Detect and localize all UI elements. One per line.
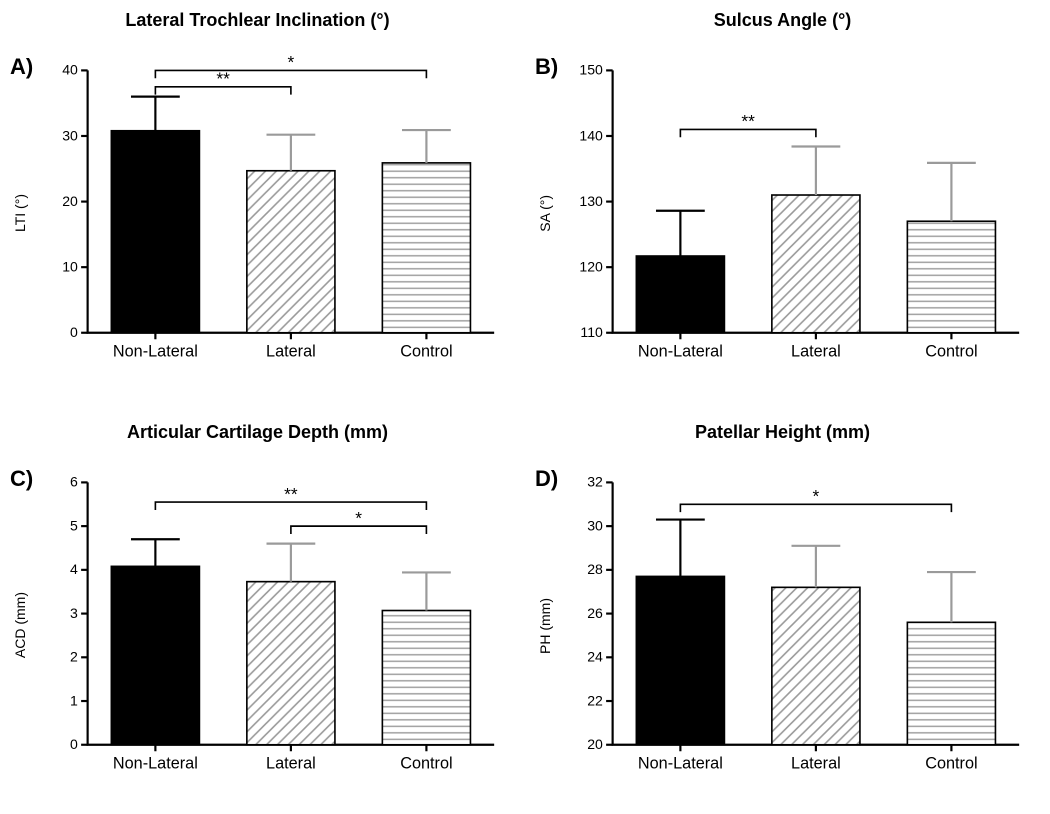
svg-text:4: 4 [70, 561, 78, 577]
bar [636, 256, 724, 333]
chart-svg: 20 22 24 26 28 30 32 Non-Lateral Lateral Control * [553, 447, 1030, 804]
svg-text:**: ** [284, 484, 298, 504]
chart-svg: 0123456Non-LateralLateralControl*** [28, 447, 505, 804]
bar [907, 622, 995, 744]
bar [111, 131, 199, 333]
svg-text:20: 20 [587, 736, 603, 752]
svg-text:22: 22 [587, 692, 603, 708]
svg-text:0: 0 [70, 324, 78, 340]
panel-letter: C) [10, 466, 33, 492]
svg-text:24: 24 [587, 649, 603, 665]
svg-text:Control: Control [400, 755, 452, 773]
svg-text:*: * [813, 486, 820, 506]
panel-B: B) Sulcus Angle (°) SA (°) 110 120 130 140 150 N… [535, 10, 1030, 392]
bar [111, 566, 199, 744]
svg-text:1: 1 [70, 692, 78, 708]
y-axis-label: ACD (mm) [10, 592, 28, 658]
bar [382, 611, 470, 745]
y-axis-label: PH (mm) [535, 598, 553, 654]
y-axis-label: SA (°) [535, 195, 553, 232]
bar [772, 195, 860, 333]
svg-text:0: 0 [70, 736, 78, 752]
plot-title: Patellar Height (mm) [695, 422, 870, 443]
bar [636, 576, 724, 744]
svg-text:Non-Lateral: Non-Lateral [638, 343, 723, 361]
svg-text:28: 28 [587, 561, 603, 577]
bar [247, 171, 335, 333]
y-axis-label: LTI (°) [10, 194, 28, 232]
svg-text:*: * [288, 52, 295, 72]
svg-text:110: 110 [580, 324, 603, 340]
svg-text:Control: Control [925, 343, 977, 361]
svg-text:Lateral: Lateral [791, 755, 841, 773]
svg-text:120: 120 [579, 258, 603, 274]
svg-text:*: * [355, 508, 362, 528]
svg-text:Non-Lateral: Non-Lateral [638, 755, 723, 773]
svg-text:3: 3 [70, 605, 78, 621]
plot-title: Lateral Trochlear Inclination (°) [125, 10, 389, 31]
panel-letter: B) [535, 54, 558, 80]
svg-text:2: 2 [70, 649, 78, 665]
bar [382, 163, 470, 333]
svg-text:Control: Control [925, 755, 977, 773]
svg-text:30: 30 [587, 517, 603, 533]
chart-svg: 110 120 130 140 150 Non-Lateral Lateral Control… [553, 35, 1030, 392]
svg-text:30: 30 [62, 127, 78, 143]
panel-A: A) Lateral Trochlear Inclination (°) LTI (… [10, 10, 505, 392]
svg-text:40: 40 [62, 62, 78, 78]
svg-text:5: 5 [70, 517, 78, 533]
panel-D: D) Patellar Height (mm) PH (mm) 20 22 24 26 28 3… [535, 422, 1030, 804]
bar [247, 582, 335, 745]
svg-text:Lateral: Lateral [266, 343, 316, 361]
svg-text:150: 150 [579, 62, 603, 78]
svg-text:Non-Lateral: Non-Lateral [113, 343, 198, 361]
bar [772, 587, 860, 744]
svg-text:Lateral: Lateral [791, 343, 841, 361]
svg-text:**: ** [741, 111, 755, 131]
plot-title: Sulcus Angle (°) [714, 10, 852, 31]
panel-C: C) Articular Cartilage Depth (mm) ACD (mm)… [10, 422, 505, 804]
svg-text:Lateral: Lateral [266, 755, 316, 773]
svg-text:Control: Control [400, 343, 452, 361]
svg-text:140: 140 [579, 127, 603, 143]
svg-text:**: ** [216, 69, 230, 89]
svg-text:Non-Lateral: Non-Lateral [113, 755, 198, 773]
plot-title: Articular Cartilage Depth (mm) [127, 422, 388, 443]
svg-text:32: 32 [587, 474, 603, 490]
bar [907, 221, 995, 332]
panel-letter: D) [535, 466, 558, 492]
svg-text:10: 10 [62, 258, 78, 274]
svg-text:6: 6 [70, 474, 78, 490]
chart-svg: 010203040Non-LateralLateralControl*** [28, 35, 505, 392]
svg-text:130: 130 [579, 193, 603, 209]
svg-text:26: 26 [587, 605, 603, 621]
svg-text:20: 20 [62, 193, 78, 209]
panel-letter: A) [10, 54, 33, 80]
